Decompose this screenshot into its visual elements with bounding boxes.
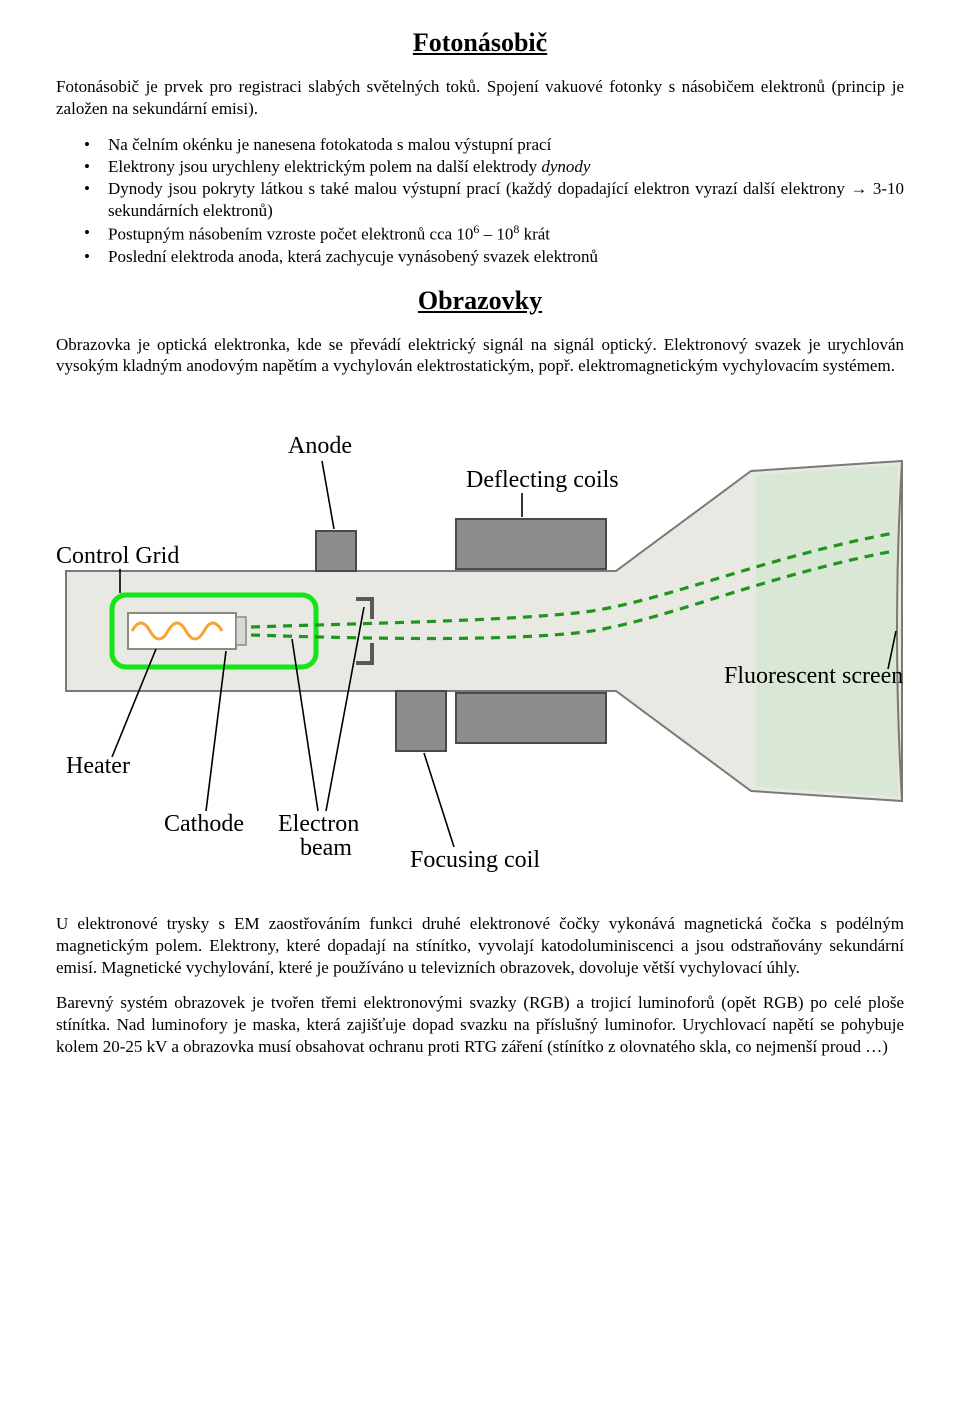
label-heater: Heater [66, 753, 130, 779]
label-control-grid: Control Grid [56, 543, 179, 569]
crt-diagram: Anode Deflecting coils Control Grid Fluo… [56, 391, 904, 891]
label-deflecting: Deflecting coils [466, 467, 619, 493]
para-obrazovky-2: U elektronové trysky s EM zaostřováním f… [56, 913, 904, 978]
bullet-item: Elektrony jsou urychleny elektrickým pol… [84, 156, 904, 178]
label-fluorescent: Fluorescent screen [724, 663, 903, 689]
crt-svg: Anode Deflecting coils Control Grid Fluo… [56, 391, 904, 891]
section-title-obrazovky: Obrazovky [56, 286, 904, 316]
heater-cathode [128, 613, 246, 649]
section-title-fotonasobic: Fotonásobič [56, 28, 904, 58]
focusing-coil [396, 691, 446, 751]
para-obrazovky-3: Barevný systém obrazovek je tvořen třemi… [56, 992, 904, 1057]
anode-coil [316, 531, 356, 571]
bullet-item: Poslední elektroda anoda, která zachycuj… [84, 246, 904, 268]
intro-obrazovky: Obrazovka je optická elektronka, kde se … [56, 334, 904, 378]
label-cathode: Cathode [164, 811, 244, 837]
bullet-item: Postupným násobením vzroste počet elektr… [84, 222, 904, 246]
intro-fotonasobic: Fotonásobič je prvek pro registraci slab… [56, 76, 904, 120]
label-anode: Anode [288, 433, 352, 459]
bullet-item: Na čelním okénku je nanesena fotokatoda … [84, 134, 904, 156]
label-focusing: Focusing coil [410, 847, 540, 873]
bullet-item: Dynody jsou pokryty látkou s také malou … [84, 178, 904, 222]
bullet-list-fotonasobic: Na čelním okénku je nanesena fotokatoda … [84, 134, 904, 268]
label-electron-beam-2: beam [300, 835, 352, 861]
label-electron-beam-1: Electron [278, 811, 359, 837]
